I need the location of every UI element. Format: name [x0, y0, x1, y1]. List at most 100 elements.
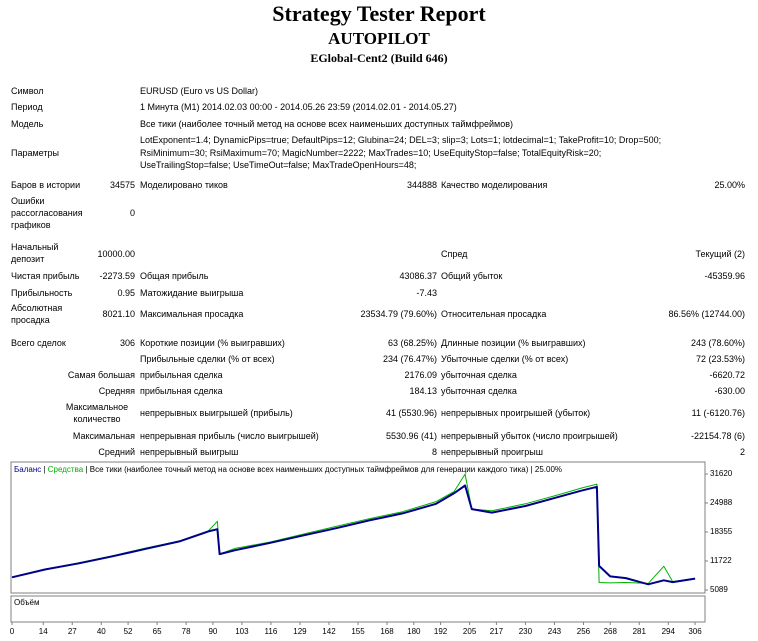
label: Максимальная	[72, 431, 135, 441]
parameter-line: RsiMinimum=30; RsiMaximum=70; MagicNumbe…	[140, 148, 602, 158]
label: Максимальное количество	[65, 402, 129, 424]
label: непрерывных выигрышей (прибыль)	[140, 408, 293, 418]
label: Убыточные сделки (% от всех)	[441, 354, 569, 364]
label: Всего сделок	[11, 338, 66, 348]
label: Матожидание выигрыша	[140, 288, 244, 298]
x-tick-label: 192	[434, 627, 448, 636]
x-tick-label: 217	[490, 627, 504, 636]
x-tick-label: 129	[293, 627, 307, 636]
y-tick-label: 31620	[710, 469, 733, 478]
label: Относительная просадка	[441, 309, 547, 319]
label: Абсолютная просадка	[11, 303, 63, 325]
x-tick-label: 168	[380, 627, 394, 636]
label: Общая прибыль	[140, 271, 209, 281]
value: -2273.59	[99, 271, 135, 281]
separator: |	[41, 465, 48, 474]
x-tick-label: 268	[604, 627, 618, 636]
x-tick-label: 256	[577, 627, 591, 636]
x-tick-label: 230	[519, 627, 533, 636]
value: Все тики (наиболее точный метод на основ…	[140, 119, 513, 129]
label: Параметры	[11, 148, 59, 158]
x-tick-label: 0	[10, 627, 15, 636]
value: -45359.96	[704, 271, 745, 281]
value: 34575	[109, 180, 135, 190]
separator: |	[83, 465, 90, 474]
label: непрерывный проигрыш	[441, 447, 543, 457]
label: прибыльная сделка	[140, 386, 223, 396]
label: Средний	[98, 447, 135, 457]
label: Общий убыток	[441, 271, 503, 281]
value: -7.43	[416, 288, 437, 298]
y-tick-label: 5089	[710, 585, 728, 594]
x-tick-label: 116	[265, 627, 278, 636]
chart-header: Баланс | Средства | Все тики (наиболее т…	[14, 465, 562, 474]
label: прибыльная сделка	[140, 370, 223, 380]
label: убыточная сделка	[441, 386, 517, 396]
label: Чистая прибыль	[11, 271, 80, 281]
x-tick-label: 65	[153, 627, 162, 636]
value: 2176.09	[404, 370, 437, 380]
legend-entry: Баланс	[14, 465, 41, 474]
value: 11 (-6120.76)	[691, 408, 745, 418]
report-title: Strategy Tester Report	[272, 1, 486, 26]
label: Прибыльность	[11, 288, 73, 298]
value: 8	[431, 447, 437, 457]
chart-quality: 25.00%	[535, 465, 562, 474]
x-tick-label: 306	[688, 627, 702, 636]
value: 86.56% (12744.00)	[668, 309, 745, 319]
label: Спред	[441, 249, 468, 259]
label: непрерывных проигрышей (убыток)	[441, 408, 591, 418]
parameter-line: LotExponent=1.4; DynamicPips=true; Defau…	[140, 135, 662, 145]
legend-entry: Средства	[48, 465, 84, 474]
value: 0.95	[117, 288, 135, 298]
y-tick-label: 11722	[710, 556, 732, 565]
label: Моделировано тиков	[140, 180, 228, 190]
x-tick-label: 155	[351, 627, 365, 636]
x-tick-label: 14	[39, 627, 48, 636]
value: 184.13	[409, 386, 437, 396]
label: Начальный депозит	[11, 242, 59, 264]
label: Средняя	[98, 386, 135, 396]
value: 63 (68.25%)	[387, 338, 437, 348]
value: 72 (23.53%)	[695, 354, 745, 364]
value: 0	[129, 208, 135, 218]
y-tick-label: 24988	[710, 498, 733, 507]
label: непрерывный убыток (число проигрышей)	[441, 431, 618, 441]
x-tick-label: 205	[463, 627, 477, 636]
value: 10000.00	[97, 249, 135, 259]
value: 8021.10	[102, 309, 135, 319]
x-tick-label: 180	[407, 627, 421, 636]
label: непрерывный выигрыш	[140, 447, 239, 457]
label: Максимальная просадка	[140, 309, 244, 319]
value: 43086.37	[399, 271, 437, 281]
label: Длинные позиции (% выигравших)	[441, 338, 586, 348]
value: 306	[119, 338, 135, 348]
value: 23534.79 (79.60%)	[360, 309, 437, 319]
label: Ошибки рассогласования графиков	[11, 196, 83, 230]
separator: |	[528, 465, 535, 474]
x-tick-label: 52	[124, 627, 133, 636]
x-tick-label: 142	[322, 627, 336, 636]
y-tick-label: 18355	[710, 527, 733, 536]
value: -630.00	[714, 386, 745, 396]
parameter-line: UseTrailingStop=false; UseTimeOut=false;…	[140, 160, 417, 170]
server-name: EGlobal-Cent2 (Build 646)	[310, 51, 448, 65]
x-tick-label: 78	[182, 627, 191, 636]
value: -6620.72	[709, 370, 745, 380]
value: EURUSD (Euro vs US Dollar)	[140, 86, 259, 96]
label: непрерывная прибыль (число выигрышей)	[140, 431, 319, 441]
x-tick-label: 40	[97, 627, 106, 636]
value: 234 (76.47%)	[382, 354, 437, 364]
label: Период	[11, 102, 43, 112]
label: Символ	[11, 86, 44, 96]
x-tick-label: 281	[633, 627, 647, 636]
value: -22154.78 (6)	[690, 431, 745, 441]
volume-label: Объём	[14, 598, 40, 607]
value: 243 (78.60%)	[690, 338, 745, 348]
series-line	[11, 484, 696, 586]
expert-name: AUTOPILOT	[328, 29, 430, 48]
x-tick-label: 90	[208, 627, 217, 636]
label: Баров в истории	[11, 180, 81, 190]
